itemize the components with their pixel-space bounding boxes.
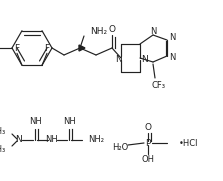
Text: NH₂: NH₂	[88, 136, 104, 144]
Text: NH₂: NH₂	[90, 28, 107, 37]
Text: N: N	[116, 54, 122, 64]
Text: NH: NH	[30, 117, 42, 127]
Text: N: N	[141, 54, 147, 64]
Text: CF₃: CF₃	[152, 81, 166, 90]
Text: P: P	[145, 138, 151, 148]
Text: F: F	[44, 44, 50, 53]
Polygon shape	[79, 45, 85, 51]
Text: N: N	[169, 54, 175, 62]
Text: O: O	[145, 123, 151, 132]
Text: OH: OH	[142, 155, 155, 165]
Text: N: N	[15, 136, 21, 144]
Text: F: F	[14, 44, 20, 53]
Text: •HCl: •HCl	[179, 138, 198, 148]
Text: CH₃: CH₃	[0, 127, 6, 136]
Text: O: O	[109, 26, 116, 35]
Text: NH: NH	[64, 117, 76, 127]
Text: NH: NH	[46, 136, 58, 144]
Text: H₂O: H₂O	[112, 144, 128, 153]
Text: N: N	[150, 26, 156, 35]
Text: CH₃: CH₃	[0, 144, 6, 153]
Text: N: N	[169, 33, 175, 43]
